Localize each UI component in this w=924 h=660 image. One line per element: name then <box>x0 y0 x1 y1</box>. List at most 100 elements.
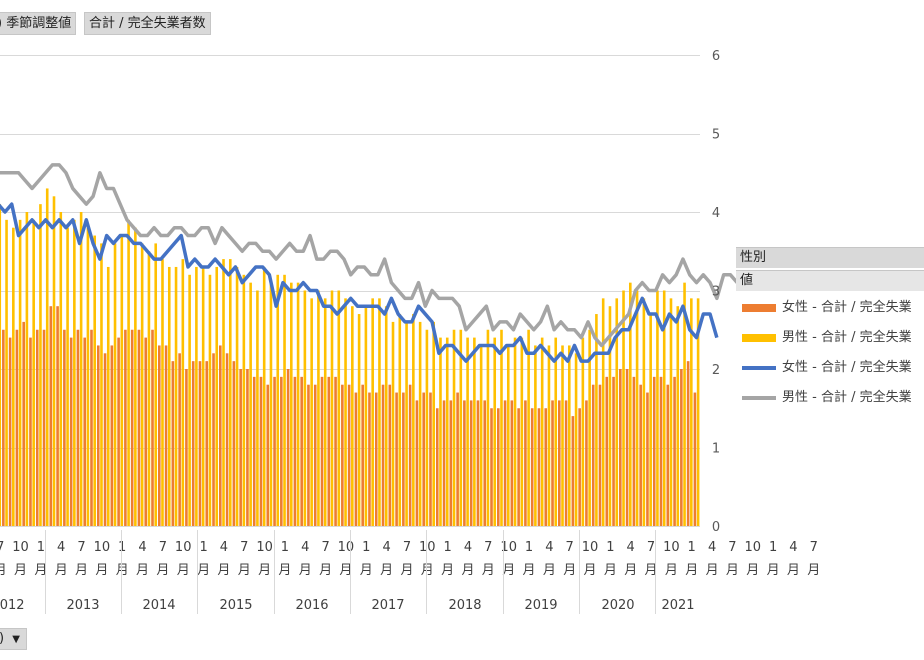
x-month-unit-label: 月 <box>299 563 312 578</box>
bar <box>205 361 209 526</box>
bar <box>469 400 473 526</box>
bar <box>364 306 368 526</box>
bar <box>154 243 158 526</box>
x-month-number-label: 1 <box>769 540 777 555</box>
x-month-unit-label: 月 <box>217 563 230 578</box>
x-month-unit-label: 月 <box>502 563 515 578</box>
bar <box>45 188 49 526</box>
bar <box>429 392 432 526</box>
bar <box>181 259 185 526</box>
legend-field-button-gender[interactable]: 性別 <box>736 247 924 268</box>
bar <box>439 337 442 526</box>
bar <box>171 361 175 526</box>
bar <box>113 243 117 526</box>
bar <box>513 337 517 526</box>
bar <box>561 345 564 526</box>
bar <box>354 392 358 526</box>
bar <box>201 266 205 526</box>
bar <box>371 298 374 526</box>
bar <box>130 329 134 526</box>
bar <box>124 329 127 526</box>
x-month-number-label: 1 <box>199 540 207 555</box>
x-month-number-label: 4 <box>627 540 635 555</box>
bar <box>327 376 331 526</box>
bar <box>144 337 148 526</box>
bar <box>422 392 426 526</box>
bar <box>320 376 324 526</box>
bar <box>93 235 96 527</box>
bar <box>273 376 276 526</box>
bar <box>534 345 537 526</box>
bar <box>296 282 300 526</box>
y-tick-label: 0 <box>712 520 720 535</box>
bar <box>412 314 415 526</box>
x-month-unit-label: 月 <box>0 563 7 578</box>
bar <box>239 369 242 526</box>
bar <box>690 298 693 526</box>
bar <box>56 306 59 526</box>
bar <box>185 369 188 526</box>
bar <box>632 376 636 526</box>
bar <box>215 266 219 526</box>
x-month-unit-label: 月 <box>665 563 678 578</box>
x-month-number-label: 10 <box>582 540 599 555</box>
bar <box>357 314 361 526</box>
bar <box>479 345 483 526</box>
bar <box>235 266 239 526</box>
x-month-number-label: 10 <box>256 540 273 555</box>
x-month-unit-label: 月 <box>461 563 474 578</box>
x-year-label: 2021 <box>661 598 694 613</box>
filter-field-button-seasonal[interactable]: ) 季節調整値 <box>0 12 77 35</box>
bar <box>527 329 530 526</box>
bar <box>12 227 15 526</box>
bar <box>15 329 19 526</box>
bar <box>22 321 25 526</box>
bar <box>524 400 527 526</box>
bar <box>605 376 609 526</box>
filter-field-button-total[interactable]: 合計 / 完全失業者数 <box>84 12 211 35</box>
bar <box>178 353 181 526</box>
bar <box>591 384 595 526</box>
bar <box>493 337 497 526</box>
bar <box>402 392 405 526</box>
bar <box>381 384 385 526</box>
x-month-unit-label: 月 <box>34 563 47 578</box>
legend-item-label: 男性 - 合計 / 完全失業 <box>782 330 912 345</box>
x-month-number-label: 7 <box>403 540 411 555</box>
bar <box>612 376 615 526</box>
bar <box>551 400 554 526</box>
bar <box>249 282 252 526</box>
bar <box>29 337 32 526</box>
bar <box>303 290 307 526</box>
x-month-number-label: 1 <box>37 540 45 555</box>
bar <box>456 392 459 526</box>
bar <box>252 376 256 526</box>
line-series-group <box>0 163 744 363</box>
x-month-unit-label: 月 <box>278 563 291 578</box>
bar <box>219 345 222 526</box>
x-month-number-label: 4 <box>138 540 146 555</box>
bar <box>337 290 341 526</box>
bar <box>463 400 466 526</box>
bar <box>0 204 2 526</box>
bar <box>52 196 56 527</box>
x-year-label: 2017 <box>371 598 404 613</box>
bar <box>5 219 8 526</box>
x-month-unit-label: 月 <box>319 563 332 578</box>
bar <box>2 329 5 526</box>
bar <box>574 353 578 526</box>
x-month-number-label: 10 <box>338 540 355 555</box>
bar <box>79 212 83 526</box>
x-month-number-label: 4 <box>708 540 716 555</box>
bar <box>161 259 164 526</box>
bar <box>100 243 103 526</box>
bar <box>117 337 120 526</box>
bar <box>330 290 334 526</box>
bar <box>174 266 178 526</box>
x-month-number-label: 7 <box>240 540 248 555</box>
axis-field-button[interactable]: ) ▼ <box>0 628 27 650</box>
x-month-unit-label: 月 <box>767 563 780 578</box>
series-line <box>0 202 719 363</box>
bar <box>646 392 649 526</box>
